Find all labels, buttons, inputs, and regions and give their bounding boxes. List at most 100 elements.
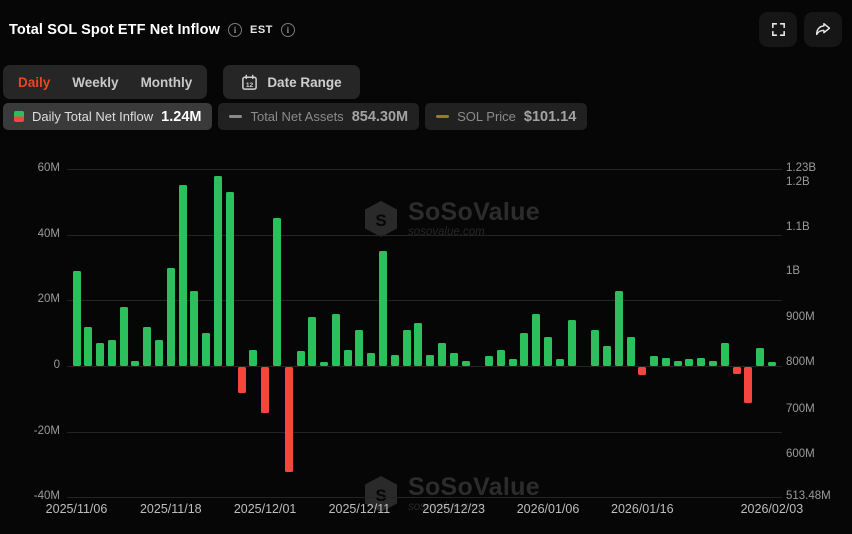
bar[interactable] — [602, 346, 611, 366]
bar[interactable] — [178, 185, 187, 366]
fullscreen-button[interactable] — [759, 12, 797, 47]
left-axis-tick: 0 — [53, 359, 60, 371]
bar[interactable] — [709, 361, 717, 366]
toolbar: Daily Weekly Monthly 12 Date Range — [3, 65, 360, 99]
x-axis-tick: 2026/02/03 — [740, 502, 804, 516]
bar[interactable] — [249, 349, 258, 366]
legend-item-1[interactable]: Daily Total Net Inflow 1.24M — [3, 103, 213, 130]
x-axis-tick: 2025/12/01 — [233, 502, 297, 516]
sosovalue-cube-icon: S — [365, 476, 397, 512]
tab-monthly[interactable]: Monthly — [140, 74, 193, 90]
legend-item-3[interactable]: SOL Price $101.14 — [425, 103, 588, 130]
left-axis-tick: 40M — [37, 227, 60, 240]
bar[interactable] — [402, 329, 411, 366]
x-axis-tick: 2025/11/06 — [45, 502, 108, 516]
legend-value: 1.24M — [161, 108, 202, 125]
bar[interactable] — [308, 316, 317, 366]
bar[interactable] — [614, 290, 623, 366]
bar[interactable] — [532, 313, 541, 366]
legend-value: $101.14 — [523, 108, 577, 125]
bar[interactable] — [390, 354, 399, 366]
title-info-icon[interactable]: i — [228, 23, 242, 37]
bar[interactable] — [437, 343, 446, 366]
bar[interactable] — [461, 361, 470, 366]
sosovalue-cube-icon: S — [365, 201, 397, 237]
bar[interactable] — [72, 270, 81, 366]
bar[interactable] — [732, 367, 741, 374]
bar[interactable] — [673, 361, 682, 366]
bar[interactable] — [697, 357, 706, 366]
tab-daily[interactable]: Daily — [18, 74, 51, 90]
right-axis-tick: 513.48M — [786, 490, 831, 502]
x-axis-tick: 2026/01/06 — [516, 502, 580, 516]
bar[interactable] — [320, 362, 328, 366]
bar[interactable] — [744, 367, 753, 404]
bar[interactable] — [544, 336, 552, 366]
svg-text:S: S — [375, 486, 386, 505]
bar[interactable] — [355, 329, 364, 366]
header-buttons — [759, 12, 842, 47]
bar[interactable] — [261, 367, 270, 413]
bar[interactable] — [379, 251, 387, 366]
sosovalue-watermark-bottom: S SoSoValue sosovalue.com — [362, 474, 540, 514]
bar[interactable] — [638, 367, 647, 376]
interval-tabs: Daily Weekly Monthly — [3, 65, 208, 99]
watermark-name: SoSoValue — [408, 197, 540, 226]
bar[interactable] — [296, 351, 305, 366]
legend-item-2[interactable]: Total Net Assets 854.30M — [218, 103, 420, 130]
bar[interactable] — [367, 352, 376, 366]
bar[interactable] — [131, 361, 140, 366]
bar[interactable] — [626, 336, 635, 366]
x-axis-tick: 2025/11/18 — [139, 502, 202, 516]
bar[interactable] — [155, 339, 163, 366]
bar[interactable] — [520, 333, 529, 366]
right-axis-tick: 1.1B — [786, 221, 810, 233]
bar[interactable] — [508, 359, 517, 366]
net-inflow-candle-icon — [14, 111, 24, 122]
bar[interactable] — [119, 306, 128, 366]
bar[interactable] — [767, 361, 776, 366]
bar[interactable] — [661, 357, 670, 366]
watermark-url: sosovalue.com — [408, 500, 485, 513]
bar[interactable] — [650, 356, 659, 366]
watermark-text: SoSoValue sosovalue.com — [408, 197, 540, 239]
gridline-60M — [67, 169, 782, 170]
svg-text:S: S — [375, 211, 386, 230]
bar[interactable] — [213, 175, 222, 366]
bar[interactable] — [449, 352, 458, 366]
bar[interactable] — [567, 320, 576, 366]
bar[interactable] — [190, 290, 199, 366]
x-axis-tick: 2025/12/11 — [328, 502, 391, 516]
bar[interactable] — [96, 343, 105, 366]
bar[interactable] — [331, 313, 340, 366]
legend-label: Daily Total Net Inflow — [32, 109, 154, 124]
bar[interactable] — [237, 367, 246, 394]
date-range-button[interactable]: 12 Date Range — [223, 65, 360, 99]
tab-weekly[interactable]: Weekly — [72, 74, 119, 90]
bar[interactable] — [272, 218, 281, 366]
bar[interactable] — [426, 354, 435, 366]
page-title: Total SOL Spot ETF Net Inflow — [9, 22, 220, 38]
bar[interactable] — [685, 359, 694, 366]
title-group: Total SOL Spot ETF Net Inflow i EST i — [9, 22, 295, 38]
timezone-info-icon[interactable]: i — [280, 23, 295, 37]
share-button[interactable] — [804, 12, 842, 47]
legend-label: SOL Price — [457, 109, 516, 124]
bar[interactable] — [485, 356, 493, 366]
bar[interactable] — [756, 347, 765, 366]
bar[interactable] — [496, 349, 505, 366]
bar[interactable] — [225, 192, 234, 366]
bar[interactable] — [555, 359, 564, 366]
bar[interactable] — [143, 326, 152, 366]
bar[interactable] — [343, 349, 352, 366]
bar[interactable] — [166, 267, 175, 366]
bar[interactable] — [107, 339, 116, 366]
bar[interactable] — [591, 329, 600, 366]
bar[interactable] — [720, 343, 729, 366]
bar[interactable] — [202, 333, 211, 366]
bar[interactable] — [414, 323, 423, 366]
right-axis-tick: 1.2B — [786, 176, 810, 188]
bar[interactable] — [84, 326, 93, 366]
bar[interactable] — [284, 367, 293, 473]
